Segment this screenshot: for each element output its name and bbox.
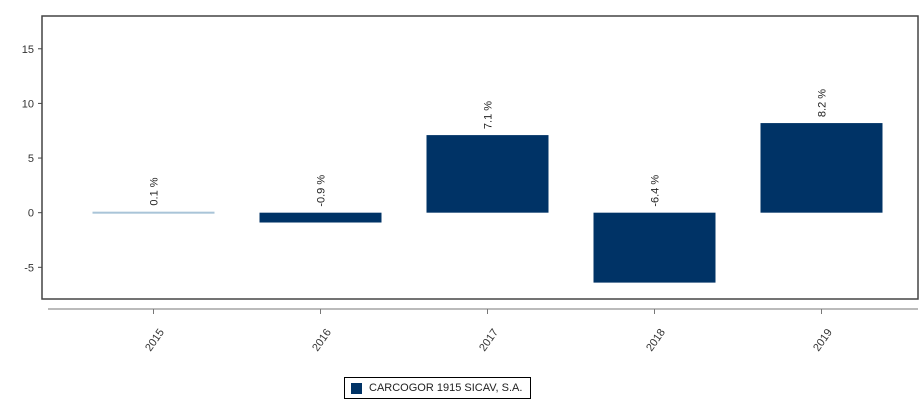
x-axis: 2015 2016 2017 2018 2019 xyxy=(48,308,918,354)
bar-2019 xyxy=(760,123,883,213)
data-label-2017: 7.1 % xyxy=(483,101,495,129)
x-tick-label-2015: 2015 xyxy=(143,327,167,354)
x-tick-label-2017: 2017 xyxy=(477,327,501,354)
y-tick-label: 0 xyxy=(28,208,34,220)
data-label-2019: 8.2 % xyxy=(817,89,829,117)
bar-2015 xyxy=(92,211,215,214)
legend-swatch xyxy=(351,382,362,394)
legend: CARCOGOR 1915 SICAV, S.A. xyxy=(344,377,532,399)
x-tick-label-2018: 2018 xyxy=(644,327,668,354)
x-tick-label-2019: 2019 xyxy=(811,327,835,354)
y-axis: -5 0 5 10 15 xyxy=(22,44,42,274)
bar-2016 xyxy=(259,212,382,223)
y-tick-label: 10 xyxy=(22,98,34,110)
y-tick-label: -5 xyxy=(24,262,34,274)
legend-label: CARCOGOR 1915 SICAV, S.A. xyxy=(369,382,523,394)
bar-series xyxy=(92,123,883,283)
plot-frame xyxy=(41,15,919,300)
bar-2017 xyxy=(426,135,549,213)
data-labels: 0.1 % -0.9 % 7.1 % -6.4 % 8.2 % xyxy=(149,89,829,207)
y-tick-label: 5 xyxy=(28,153,34,165)
x-tick-label-2016: 2016 xyxy=(310,327,334,354)
data-label-2016: -0.9 % xyxy=(316,175,328,207)
bar-2018 xyxy=(593,212,716,283)
data-label-2015: 0.1 % xyxy=(149,177,161,205)
data-label-2018: -6.4 % xyxy=(650,175,662,207)
y-tick-label: 15 xyxy=(22,44,34,56)
